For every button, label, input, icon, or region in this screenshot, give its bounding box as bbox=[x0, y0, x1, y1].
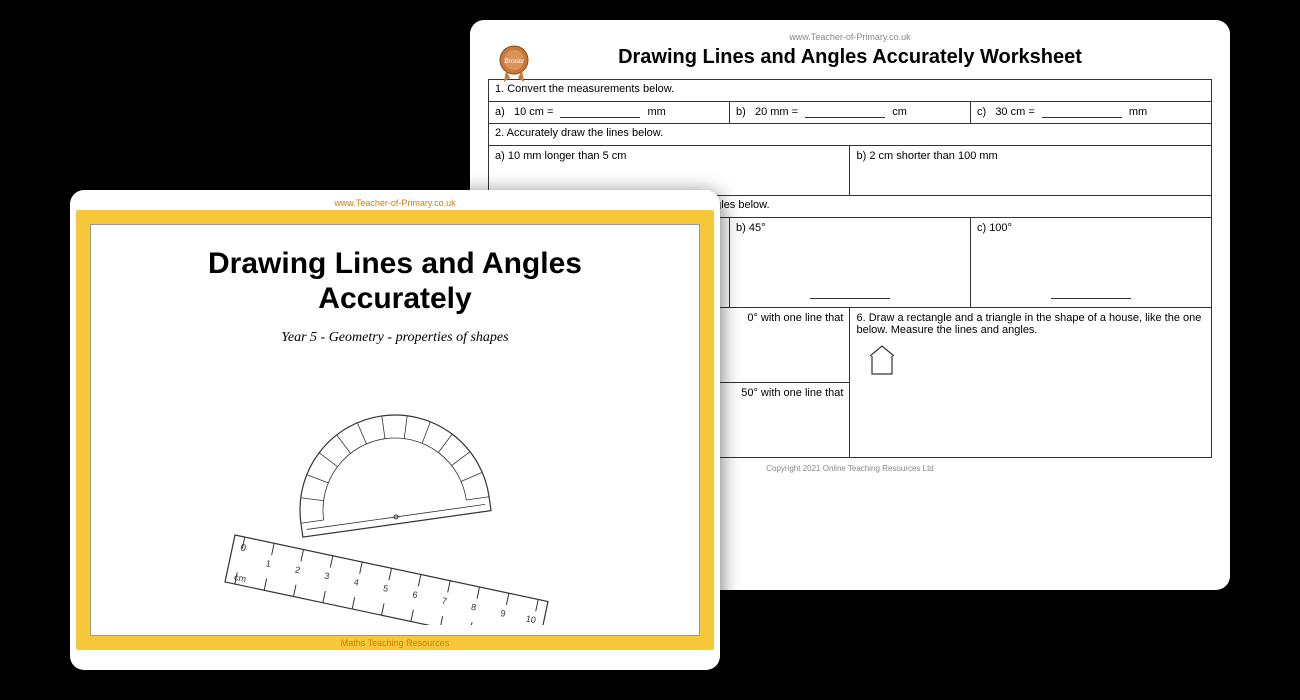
bronze-badge-icon: Bronze bbox=[492, 42, 536, 86]
titlecard-footer: Maths Teaching Resources bbox=[76, 638, 714, 648]
q1b-cell: b) 20 mm = cm bbox=[730, 102, 971, 124]
title-line1: Drawing Lines and Angles bbox=[208, 247, 582, 280]
q1a-unit: mm bbox=[648, 106, 666, 118]
blank-line bbox=[805, 117, 885, 118]
protractor-ruler-icon: 0 cm 12345678910 bbox=[195, 395, 595, 625]
titlecard-subtitle: Year 5 - Geometry - properties of shapes bbox=[91, 330, 699, 346]
q6-text: 6. Draw a rectangle and a triangle in th… bbox=[856, 312, 1201, 336]
worksheet-url: www.Teacher-of-Primary.co.uk bbox=[488, 32, 1212, 42]
q1b-value: 20 mm = bbox=[755, 106, 798, 118]
blank-line bbox=[1042, 117, 1122, 118]
house-icon bbox=[862, 342, 902, 378]
q1c-prefix: c) bbox=[977, 106, 986, 118]
title-card: www.Teacher-of-Primary.co.uk Drawing Lin… bbox=[70, 190, 720, 670]
q1b-prefix: b) bbox=[736, 106, 746, 118]
q3c-label: c) 100° bbox=[977, 222, 1012, 234]
worksheet-title: Drawing Lines and Angles Accurately Work… bbox=[488, 46, 1212, 69]
q3b-label: b) 45° bbox=[736, 222, 765, 234]
q1c-cell: c) 30 cm = mm bbox=[970, 102, 1211, 124]
q1a-cell: a) 10 cm = mm bbox=[489, 102, 730, 124]
q3c-cell: c) 100° bbox=[970, 218, 1211, 308]
q1a-prefix: a) bbox=[495, 106, 505, 118]
q1c-unit: mm bbox=[1129, 106, 1147, 118]
titlecard-title: Drawing Lines and Angles Accurately bbox=[91, 247, 699, 316]
title-line2: Accurately bbox=[318, 282, 471, 315]
blank-line bbox=[560, 117, 640, 118]
q1a-value: 10 cm = bbox=[514, 106, 553, 118]
q3b-cell: b) 45° bbox=[730, 218, 971, 308]
angle-baseline bbox=[810, 298, 890, 299]
q2-header: 2. Accurately draw the lines below. bbox=[489, 124, 1212, 146]
inner-white-panel: Drawing Lines and Angles Accurately Year… bbox=[90, 224, 700, 636]
q1c-value: 30 cm = bbox=[995, 106, 1034, 118]
yellow-frame: Drawing Lines and Angles Accurately Year… bbox=[76, 210, 714, 650]
svg-text:10: 10 bbox=[525, 613, 537, 625]
svg-text:Bronze: Bronze bbox=[504, 57, 524, 65]
q1-header: 1. Convert the measurements below. bbox=[489, 80, 1212, 102]
titlecard-url: www.Teacher-of-Primary.co.uk bbox=[76, 196, 714, 210]
q2a-cell: a) 10 mm longer than 5 cm bbox=[489, 146, 850, 196]
q6-cell: 6. Draw a rectangle and a triangle in th… bbox=[850, 308, 1212, 458]
q1b-unit: cm bbox=[892, 106, 907, 118]
q2b-cell: b) 2 cm shorter than 100 mm bbox=[850, 146, 1212, 196]
angle-baseline bbox=[1051, 298, 1131, 299]
